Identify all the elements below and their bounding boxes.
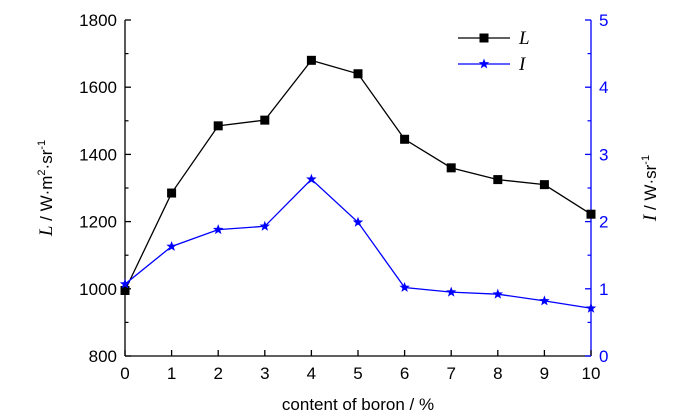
right-y-axis-symbol: I: [640, 213, 661, 222]
series-layer: [119, 55, 597, 313]
series-L-point: [446, 163, 456, 173]
left-y-axis-ticks: 800 1000 1200 1400 1600 1800: [79, 11, 131, 366]
right-y-axis-unit-exponent: -1: [640, 155, 652, 165]
x-tick-label: 8: [493, 364, 502, 383]
legend: LI: [458, 28, 530, 75]
left-tick-label: 1200: [79, 213, 117, 232]
legend-I-marker: [478, 58, 490, 69]
x-tick-label: 0: [120, 364, 129, 383]
series-I-point: [399, 281, 410, 292]
right-tick-label: 5: [599, 11, 608, 30]
left-y-axis-unit: / W·m: [37, 176, 56, 226]
left-tick-label: 1600: [79, 78, 117, 97]
x-tick-label: 3: [260, 364, 269, 383]
x-tick-label: 7: [446, 364, 455, 383]
right-tick-label: 1: [599, 280, 608, 299]
right-y-axis-ticks: 0 1 2 3 4 5: [585, 11, 608, 366]
right-tick-label: 3: [599, 145, 608, 164]
series-L-point: [167, 188, 177, 198]
series-I-point: [306, 173, 317, 184]
right-tick-label: 0: [599, 347, 608, 366]
series-L-line: [124, 59, 592, 291]
series-L-point: [493, 175, 503, 185]
x-tick-label: 5: [353, 364, 362, 383]
series-I-point: [539, 295, 550, 306]
series-L-point: [120, 285, 130, 295]
x-tick-label: 10: [582, 364, 601, 383]
series-L-point: [260, 115, 270, 125]
series-I-point: [119, 278, 131, 289]
series-L-point: [586, 209, 596, 219]
left-tick-label: 800: [89, 347, 117, 366]
series-I-line: [124, 178, 592, 309]
left-y-axis-symbol: L: [36, 226, 57, 238]
series-L-point: [353, 69, 363, 79]
left-y-axis-unit-mid: ·sr: [37, 149, 56, 169]
series-L-point: [213, 121, 223, 131]
legend-L-marker: [479, 33, 489, 43]
legend-I-label: I: [518, 54, 527, 75]
series-I-point: [492, 288, 504, 299]
series-I-point: [585, 302, 597, 313]
series-L-point: [306, 55, 316, 65]
left-y-axis-unit-exponent: 2: [36, 169, 48, 175]
x-axis-ticks: 0 1 2 3 4 5 6 7 8 9 10: [120, 350, 600, 383]
right-y-axis-unit: / W·sr: [641, 164, 660, 214]
series-I-point: [166, 240, 177, 251]
series-L-point: [400, 134, 410, 144]
series-I-point: [352, 216, 364, 227]
x-tick-label: 6: [400, 364, 409, 383]
x-tick-label: 1: [167, 364, 176, 383]
right-tick-label: 2: [599, 213, 608, 232]
left-tick-label: 1800: [79, 11, 117, 30]
left-y-axis-unit-exponent-2: -1: [36, 140, 48, 150]
x-axis-title: content of boron / %: [282, 395, 434, 414]
series-I-point: [259, 220, 271, 231]
x-tick-label: 2: [213, 364, 222, 383]
series-L-point: [539, 180, 549, 190]
right-tick-label: 4: [599, 78, 608, 97]
legend-L-label: L: [518, 28, 530, 49]
series-I-point: [445, 286, 457, 297]
left-tick-label: 1000: [79, 280, 117, 299]
x-tick-label: 9: [540, 364, 549, 383]
right-y-axis-title: I / W·sr-1: [640, 155, 661, 222]
x-tick-label: 4: [307, 364, 316, 383]
left-tick-label: 1400: [79, 145, 117, 164]
series-I-point: [212, 224, 224, 235]
left-y-axis-title: L / W·m2·sr-1: [36, 140, 57, 237]
